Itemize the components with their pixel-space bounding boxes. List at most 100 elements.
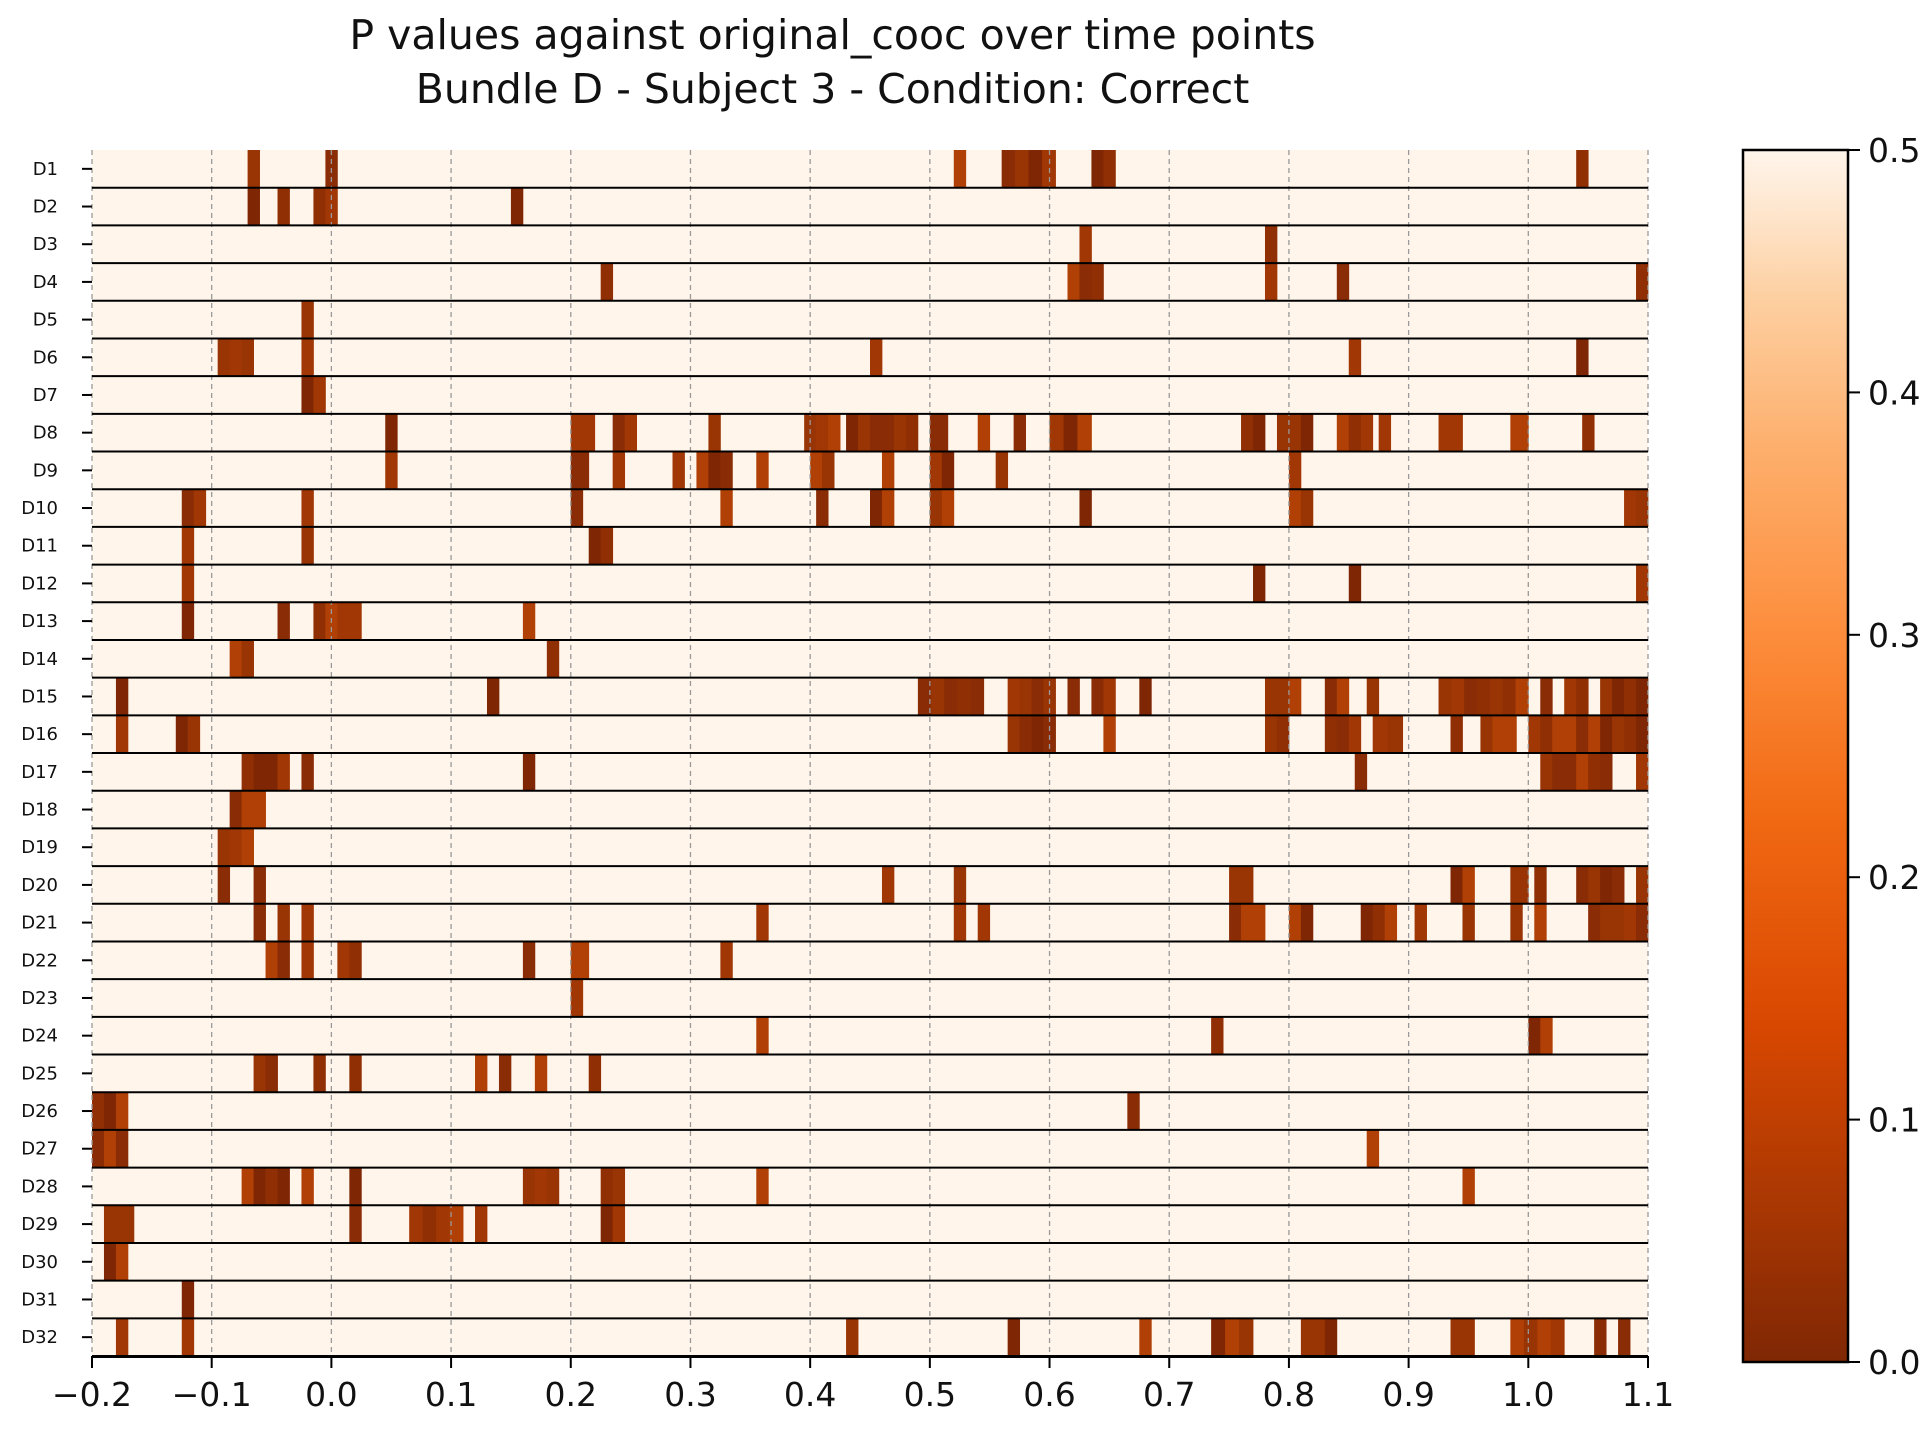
heatmap-cell-D29-2-2 (436, 1205, 450, 1243)
heatmap-cell-D6-0-2 (241, 338, 254, 377)
heatmap-cell-D7-0-0 (301, 376, 314, 414)
heatmap-cell-D29-2-1 (422, 1205, 437, 1243)
ytick-label-D25: D25 (21, 1063, 58, 1084)
xtick-label-3: 0.1 (425, 1375, 477, 1414)
heatmap-cell-D25-2-0 (349, 1054, 362, 1093)
ytick-label-D3: D3 (33, 234, 58, 255)
heatmap-cell-D20-6-0 (1510, 866, 1529, 904)
ytick-label-D29: D29 (21, 1214, 58, 1235)
heatmap-cell-D30-0-1 (115, 1242, 129, 1281)
heatmap-cell-D28-4-0 (600, 1167, 614, 1206)
heatmap-cell-D13-0-0 (181, 602, 195, 640)
heatmap-cell-D16-2-0 (1007, 715, 1021, 753)
heatmap-cell-D16-6-0 (1372, 715, 1389, 753)
heatmap-cell-D25-3-0 (475, 1054, 488, 1093)
heatmap-cell-D15-3-0 (1007, 677, 1021, 716)
heatmap-cell-D13-1-0 (277, 602, 290, 640)
heatmap-cell-D26-0-0 (92, 1092, 105, 1130)
heatmap-cell-D20-7-0 (1534, 866, 1547, 904)
heatmap-cell-D21-5-0 (977, 903, 991, 942)
heatmap-cell-D10-6-0 (929, 489, 943, 527)
heatmap-cell-D14-1-0 (546, 639, 560, 678)
heatmap-cell-D8-5-3 (881, 413, 895, 452)
heatmap-cell-D17-1-0 (301, 753, 314, 791)
heatmap-cell-D8-5-0 (846, 413, 859, 452)
heatmap-cell-D21-11-0 (1510, 903, 1523, 942)
xtick-label-13: 1.1 (1622, 1375, 1674, 1414)
heatmap-cell-D28-2-0 (349, 1167, 362, 1206)
heatmap-cell-D16-5-1 (1336, 715, 1350, 753)
x-axis: −0.2 −0.1 0.0 0.1 0.2 0.3 0.4 0.5 0.6 0.7 0.8 0.9 1.… (52, 1356, 1674, 1414)
heatmap-cell-D10-0-0 (181, 489, 195, 527)
heatmap-cell-D16-7-0 (1450, 715, 1463, 753)
heatmap-cell-D14-0-1 (241, 639, 254, 678)
heatmap-cell-D29-4-0 (600, 1205, 614, 1243)
heatmap-cell-D32-8-3 (1550, 1318, 1565, 1356)
heatmap-cell-D15-13-1 (1612, 677, 1625, 716)
heatmap-cell-D20-8-0 (1576, 866, 1589, 904)
ytick-label-D8: D8 (33, 423, 58, 444)
heatmap-cell-D16-9-3 (1564, 715, 1577, 753)
heatmap-cell-D16-9-7 (1612, 715, 1625, 753)
heatmap-cell-D6-0-1 (229, 338, 243, 377)
heatmap-cell-D28-5-0 (756, 1167, 769, 1206)
heatmap-cell-D15-2-2 (944, 677, 958, 716)
heatmap-cell-D20-9-0 (1636, 866, 1649, 904)
heatmap-cell-D8-2-1 (624, 413, 637, 452)
xtick-label-2: 0.0 (305, 1375, 357, 1414)
heatmap-cell-D16-9-8 (1624, 715, 1637, 753)
heatmap-cell-D16-1-0 (175, 715, 189, 753)
heatmap-cell-D8-14-0 (1438, 413, 1451, 452)
heatmap-cell-D18-0-0 (229, 790, 243, 829)
ytick-label-D10: D10 (21, 498, 58, 519)
heatmap-cell-D17-4-3 (1576, 753, 1589, 791)
heatmap-cell-D8-1-0 (570, 413, 584, 452)
heatmap-cell-D10-9-1 (1636, 489, 1649, 527)
heatmap-cell-D9-5-0 (756, 451, 769, 490)
heatmap-cell-D13-2-3 (349, 602, 362, 640)
heatmap-cell-D32-0-0 (115, 1318, 129, 1356)
heatmap-cell-D8-5-5 (905, 413, 919, 452)
ytick-label-D12: D12 (21, 573, 58, 594)
ytick-label-D9: D9 (33, 460, 58, 481)
heatmap-cell-D21-13-3 (1624, 903, 1637, 942)
heatmap-cell-D21-13-0 (1588, 903, 1601, 942)
heatmap-cell-D8-14-1 (1450, 413, 1463, 452)
ytick-label-D5: D5 (33, 310, 58, 331)
heatmap-cell-D27-0-2 (115, 1129, 129, 1168)
heatmap-cell-D32-8-0 (1510, 1318, 1525, 1356)
heatmap-cell-D15-13-0 (1600, 677, 1613, 716)
heatmap-cell-D2-1-0 (277, 187, 290, 226)
heatmap-cell-D21-13-1 (1600, 903, 1613, 942)
ytick-label-D23: D23 (21, 988, 58, 1009)
heatmap-cell-D21-1-0 (277, 903, 290, 942)
heatmap-cell-D10-5-1 (881, 489, 895, 527)
heatmap-cell-D32-8-2 (1537, 1318, 1552, 1356)
heatmap-cell-D16-6-1 (1387, 715, 1404, 753)
heatmap-cell-D15-10-1 (1451, 677, 1465, 716)
heatmap-cell-D15-12-0 (1564, 677, 1577, 716)
heatmap-cell-D17-0-0 (241, 753, 254, 791)
heatmap-cell-D11-1-0 (301, 526, 314, 565)
heatmap-cell-D29-2-0 (409, 1205, 424, 1243)
heatmap-cell-D21-9-0 (1414, 903, 1427, 942)
heatmap-cell-D15-5-1 (1103, 677, 1116, 716)
heatmap-cell-D17-0-1 (253, 753, 266, 791)
heatmap-cell-D8-16-0 (1582, 413, 1595, 452)
heatmap-cell-D3-1-0 (1264, 225, 1278, 264)
heatmap-cell-D28-3-0 (522, 1167, 536, 1206)
heatmap-cell-D26-0-2 (115, 1092, 129, 1130)
heatmap-cell-D32-5-1 (1225, 1318, 1240, 1356)
heatmap-cell-D8-11-2 (1300, 413, 1314, 452)
heatmap-cell-D24-0-0 (756, 1016, 769, 1055)
ytick-label-D22: D22 (21, 950, 58, 971)
heatmap-cell-D9-1-0 (570, 451, 590, 490)
heatmap-cell-D15-6-0 (1139, 677, 1152, 716)
heatmap-cell-D18-0-2 (253, 790, 266, 829)
heatmap-cell-D25-1-0 (313, 1054, 326, 1093)
heatmap-cell-D15-2-3 (957, 677, 971, 716)
heatmap-cell-D16-1-1 (187, 715, 201, 753)
heatmap-cell-D10-3-0 (720, 489, 733, 527)
heatmap-cell-D13-3-0 (522, 602, 536, 640)
ytick-label-D17: D17 (21, 762, 58, 783)
